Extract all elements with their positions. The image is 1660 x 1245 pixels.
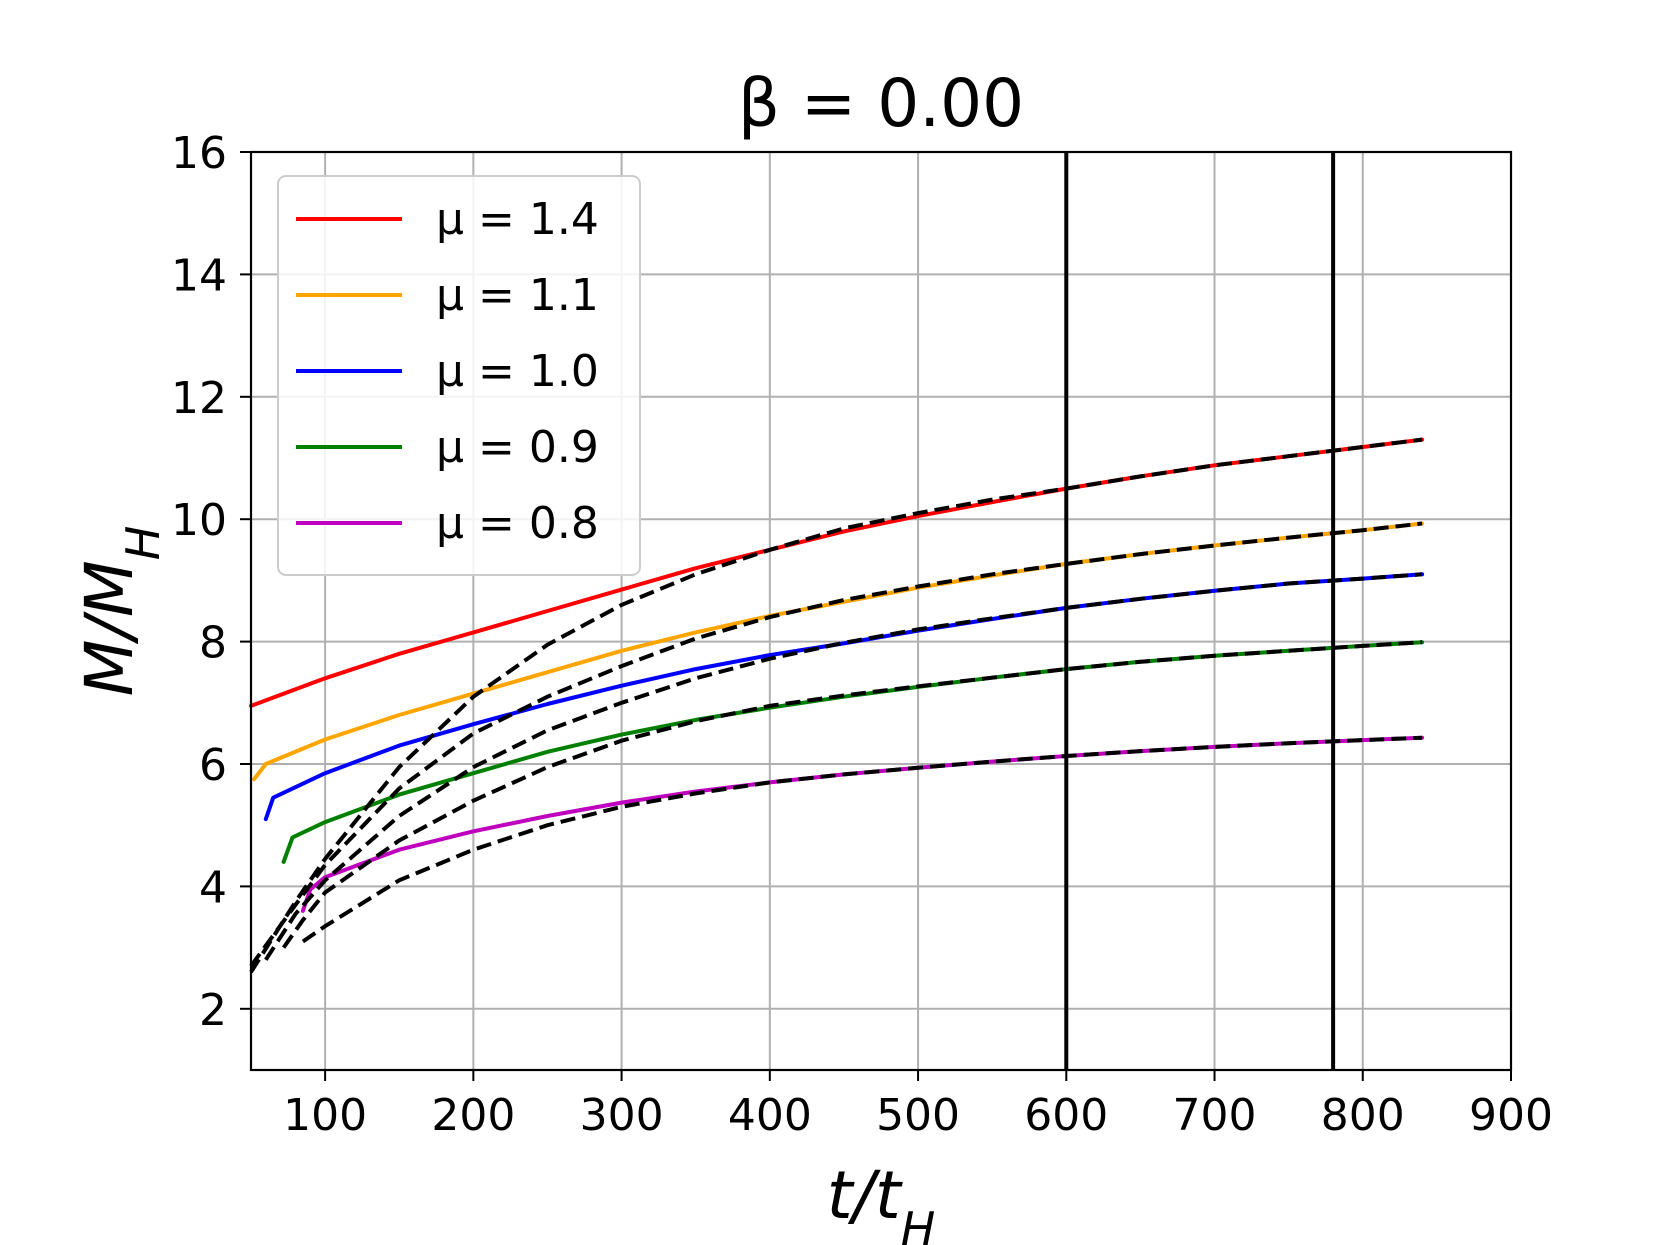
y-tick-label: 4 [199,862,227,913]
x-tick-label: 200 [431,1090,515,1141]
x-tick-label: 100 [283,1090,367,1141]
chart-title-group: β = 0.00 [738,65,1024,142]
y-tick-label: 14 [171,250,227,301]
legend-label: μ = 1.4 [436,194,599,245]
chart-title: β = 0.00 [738,65,1024,142]
legend-label: μ = 0.8 [436,498,599,549]
y-tick-label: 2 [199,985,227,1036]
y-axis-label: M/MH [71,526,170,697]
y-tick-label: 10 [171,495,227,546]
y-tick-label: 6 [199,740,227,791]
fit-dashed-line [264,572,1423,961]
x-tick-label: 800 [1321,1090,1405,1141]
y-tick-label: 8 [199,618,227,669]
x-tick-label: 900 [1469,1090,1553,1141]
vertical-reference-lines [1064,152,1336,1070]
x-axis-label-group: t/tH [827,1157,936,1245]
legend: μ = 1.4 μ = 1.1 μ = 1.0 μ = 0.9 μ = 0.8 [277,175,641,576]
fit-dashed-line [281,640,1423,949]
x-tick-label: 400 [728,1090,812,1141]
fit-dashed-line [301,735,1423,944]
x-tick-label: 300 [580,1090,664,1141]
legend-label: μ = 0.9 [436,422,599,473]
legend-box [277,175,641,576]
fit-lines [249,437,1423,974]
legend-label: μ = 1.1 [436,270,599,321]
axis-ticks: 100 200 300 400 500 600 700 800 900 2 4 6 8 10 12 14 16 [171,128,1553,1141]
y-axis-label-group: M/MH [71,526,170,697]
fit-dashed-line [249,521,1423,968]
x-axis-label: t/tH [827,1157,936,1245]
y-tick-label: 16 [171,128,227,179]
x-tick-label: 600 [1024,1090,1108,1141]
legend-label: μ = 1.0 [436,346,599,397]
x-tick-label: 700 [1173,1090,1257,1141]
fit-dashed-line [249,437,1423,974]
x-tick-label: 500 [876,1090,960,1141]
y-tick-label: 12 [171,373,227,424]
plot-frame [249,150,1513,1072]
